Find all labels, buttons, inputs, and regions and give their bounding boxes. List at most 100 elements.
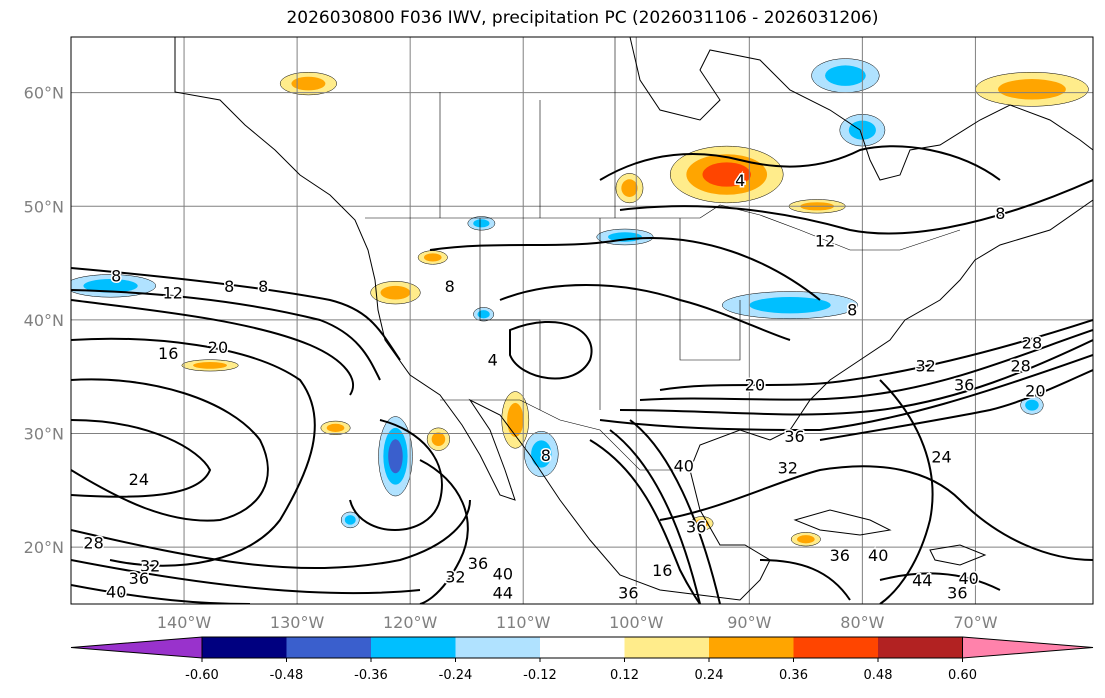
colorbar-tick-label: -0.48 <box>270 668 304 683</box>
colorbar-outline <box>201 636 963 659</box>
colorbar-tick-label: -0.12 <box>523 668 557 683</box>
precip-pc-area <box>473 219 490 228</box>
contour-label: 32 <box>140 556 160 575</box>
precip-pc-area <box>749 296 831 314</box>
precip-pc-area <box>797 535 815 544</box>
contour-label: 12 <box>163 284 183 303</box>
precip-pc-area <box>695 519 709 528</box>
colorbar-segment <box>455 637 540 658</box>
precip-pc-area <box>1025 399 1039 411</box>
lat-tick-label: 20°N <box>24 538 64 557</box>
contour-label: 4 <box>488 351 498 370</box>
contour-label: 8 <box>847 301 857 320</box>
colorbar-tick-label: 0.36 <box>779 668 808 683</box>
precip-pc-area <box>193 361 228 369</box>
lat-tick-label: 50°N <box>24 197 64 216</box>
colorbar-tick-label: 0.60 <box>948 668 977 683</box>
contour-label: 8 <box>445 277 455 296</box>
contour-label: 36 <box>468 554 488 573</box>
precip-pc-area <box>621 179 638 197</box>
colorbar-segment <box>286 637 371 658</box>
contour-label: 24 <box>129 470 149 489</box>
contour-label: 40 <box>958 569 978 588</box>
contour-label: 44 <box>493 584 513 603</box>
lon-tick-label: 70°W <box>953 613 997 632</box>
colorbar-segment <box>878 637 963 658</box>
contour-label: 32 <box>778 459 798 478</box>
colorbar-tick-label: 0.48 <box>864 668 893 683</box>
lat-tick-label: 60°N <box>24 84 64 103</box>
map-frame <box>70 36 1094 605</box>
lon-tick-label: 90°W <box>727 613 771 632</box>
contour-label: 28 <box>1022 334 1042 353</box>
contour-label: 36 <box>618 584 638 603</box>
precip-pc-area <box>380 285 411 300</box>
lat-lon-gridlines <box>71 37 1093 604</box>
contour-label: 40 <box>674 456 694 475</box>
contour-label: 12 <box>815 231 835 250</box>
colorbar-segment <box>202 637 287 658</box>
precip-pc-area <box>344 515 356 525</box>
colorbar-extend-min <box>70 636 203 659</box>
contour-label: 40 <box>493 564 513 583</box>
colorbar-tick-label: 0.12 <box>610 668 639 683</box>
contour-label: 24 <box>931 447 951 466</box>
contour-label: 8 <box>995 204 1005 223</box>
colorbar-segment <box>709 637 794 658</box>
lat-tick-label: 40°N <box>24 311 64 330</box>
axis-ticks: 140°W 130°W 120°W 110°W 100°W 90°W 80°W 70°W 60°… <box>24 84 998 632</box>
colorbar-tick-label: -0.36 <box>354 668 388 683</box>
contour-label: 36 <box>830 546 850 565</box>
colorbar-segment <box>540 637 625 658</box>
precip-pc-area <box>531 440 552 468</box>
iwv-contours <box>71 145 1093 604</box>
coastlines <box>174 37 1093 601</box>
contour-label: 8 <box>541 446 551 465</box>
precip-pc-area <box>825 65 866 86</box>
precip-pc-area <box>83 279 138 293</box>
contour-label: 44 <box>912 571 932 590</box>
contour-label: 40 <box>106 583 126 602</box>
colorbar-tick-label: -0.60 <box>185 668 219 683</box>
lon-tick-label: 140°W <box>157 613 212 632</box>
colorbar-tick-label: 0.24 <box>695 668 724 683</box>
lon-tick-label: 80°W <box>840 613 884 632</box>
colorbar-segment <box>624 637 709 658</box>
contour-label: 8 <box>258 277 268 296</box>
lon-tick-label: 110°W <box>496 613 551 632</box>
lon-tick-label: 130°W <box>270 613 325 632</box>
precip-pc-area <box>423 253 442 262</box>
contour-label: 8 <box>224 277 234 296</box>
contour-label: 4 <box>735 171 745 190</box>
contour-label: 16 <box>158 344 178 363</box>
contour-label: 36 <box>686 518 706 537</box>
contour-label: 28 <box>1010 356 1030 375</box>
contour-label: 32 <box>445 568 465 587</box>
colorbar: -0.60 -0.48 -0.36 -0.24 -0.12 0.12 0.24 0.36 0.4… <box>70 636 1094 683</box>
colorbar-tick-label: -0.24 <box>439 668 473 683</box>
contour-label: 36 <box>129 569 149 588</box>
map-title: 2026030800 F036 IWV, precipitation PC (2… <box>286 8 879 28</box>
political-borders <box>365 37 961 471</box>
contour-label: 36 <box>954 376 974 395</box>
contour-label: 32 <box>916 356 936 375</box>
colorbar-segment <box>793 637 878 658</box>
contour-label: 20 <box>208 338 228 357</box>
contour-label: 20 <box>1025 381 1045 400</box>
lat-tick-label: 30°N <box>24 425 64 444</box>
contour-label: 28 <box>83 534 103 553</box>
contour-label: 16 <box>652 561 672 580</box>
contour-labels: 812 8 816 202428323640412888420323628202824… <box>82 170 1047 604</box>
precip-pc-area <box>388 439 403 474</box>
contour-label: 40 <box>868 546 888 565</box>
precip-pc-area <box>431 432 446 447</box>
contour-label: 20 <box>745 376 765 395</box>
precip-pc-area <box>477 310 490 319</box>
contour-label: 8 <box>111 267 121 286</box>
precip-pc-area <box>507 402 524 437</box>
precip-pc-area <box>702 162 751 187</box>
lon-tick-label: 120°W <box>383 613 438 632</box>
precip-pc-area <box>326 423 345 432</box>
precip-pc-area <box>291 76 326 91</box>
